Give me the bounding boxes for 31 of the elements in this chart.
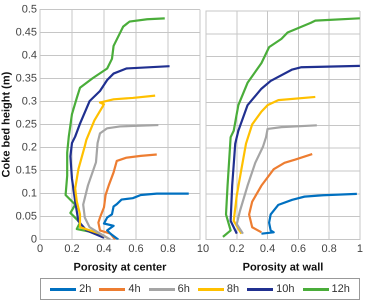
- x-tick-label: 0.6: [128, 243, 144, 256]
- y-tick-label: 0.2: [22, 142, 37, 154]
- legend-label: 10h: [276, 283, 294, 295]
- y-tick-label: 0.1: [22, 188, 37, 200]
- x-tick-label: 0.4: [96, 243, 112, 256]
- y-tick-label: 0.15: [16, 164, 37, 177]
- y-tick-label: 0.3: [22, 96, 37, 108]
- y-tick-label: 0.5: [22, 4, 37, 16]
- y-tick-label: 0.4: [22, 50, 37, 62]
- x-tick-label: 0: [202, 243, 210, 256]
- x-tick-label: 0.4: [260, 243, 276, 256]
- x-tick-label: 0.2: [64, 243, 80, 256]
- x-tick-label: 1: [356, 243, 364, 256]
- y-tick-label: 0.05: [16, 210, 37, 223]
- legend-label: 12h: [332, 283, 350, 295]
- y-tick-label: 0.25: [16, 118, 37, 131]
- legend-label: 6h: [178, 283, 190, 295]
- y-tick-label: 0: [30, 234, 37, 246]
- legend-label: 8h: [226, 283, 240, 295]
- y-tick-label: 0.35: [16, 72, 37, 85]
- y-tick-label: 0.45: [16, 26, 37, 39]
- x-tick-label: 1: [196, 243, 204, 256]
- x-tick-label: 0.2: [229, 243, 244, 256]
- x-axis-title: Porosity at center: [74, 261, 168, 274]
- y-axis-title: Coke bed height (m): [0, 71, 13, 178]
- legend-label: 4h: [128, 283, 141, 295]
- x-tick-label: 0.8: [322, 243, 337, 256]
- x-axis-title: Porosity at wall: [242, 261, 324, 274]
- x-tick-label: 0.6: [290, 243, 306, 256]
- legend-label: 2h: [79, 283, 92, 295]
- x-tick-label: 0.8: [160, 243, 176, 256]
